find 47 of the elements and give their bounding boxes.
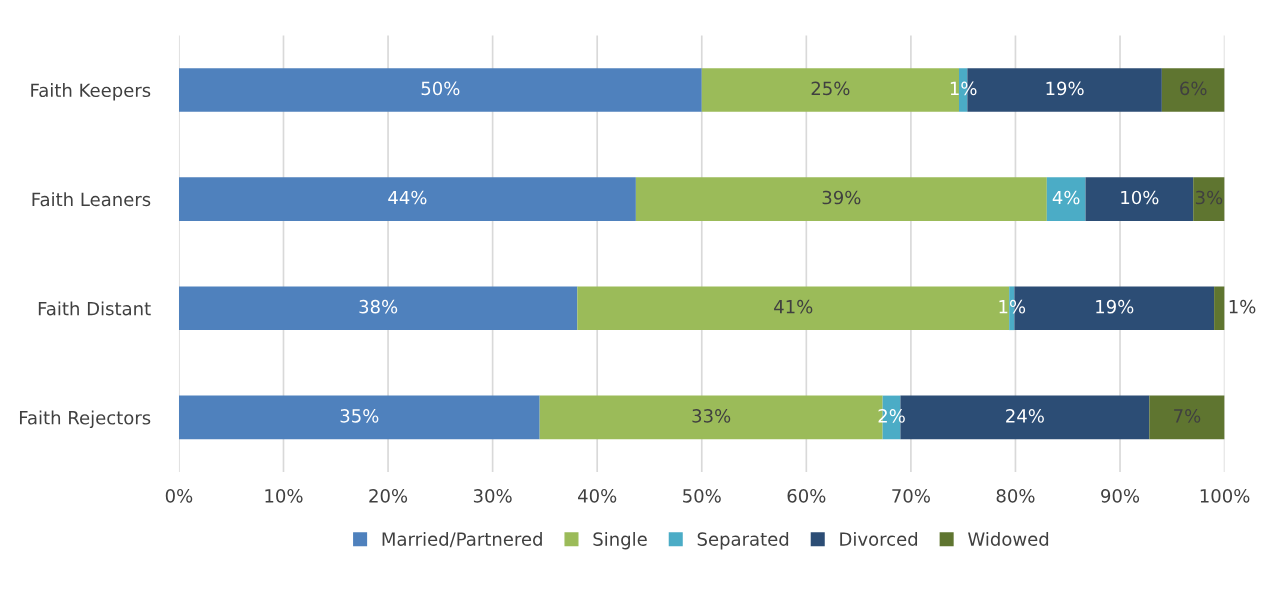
x-tick-label: 70%	[892, 488, 930, 503]
bar	[1046, 177, 1086, 221]
bar	[1149, 395, 1225, 440]
legend-label: Single	[593, 531, 647, 550]
legend-label: Separated	[697, 531, 789, 550]
data-label: 19%	[1046, 81, 1084, 96]
x-tick-label: 80%	[996, 488, 1035, 503]
data-label: 19%	[1096, 299, 1134, 314]
data-label: 24%	[1006, 409, 1044, 423]
data-label: 1%	[950, 81, 977, 96]
x-tick-label: 100%	[1200, 488, 1250, 503]
bar	[1214, 286, 1225, 331]
y-tick-label: Faith Leaners	[32, 192, 151, 207]
y-tick-label: Faith Distant	[38, 301, 151, 316]
bar	[178, 177, 636, 221]
data-label: 38%	[359, 299, 398, 314]
x-tick-label: 20%	[369, 488, 408, 503]
x-tick-label: 0%	[165, 488, 193, 503]
x-tick-label: 60%	[787, 488, 826, 503]
data-label: 44%	[388, 190, 427, 205]
legend-label: Divorced	[840, 531, 918, 546]
bar	[1161, 68, 1225, 112]
bar	[178, 286, 578, 331]
y-tick-label: Faith Keepers	[31, 83, 151, 101]
x-tick-label: 40%	[578, 488, 617, 503]
data-label: 50%	[421, 81, 460, 96]
bar	[635, 177, 1047, 221]
data-label: 25%	[811, 81, 850, 96]
legend-label: Married/Partnered	[382, 531, 542, 548]
bar	[178, 68, 702, 112]
x-tick-label: 90%	[1101, 488, 1140, 503]
data-label: 41%	[774, 299, 813, 314]
data-label: 10%	[1121, 190, 1159, 205]
bar	[1085, 177, 1194, 221]
data-label: 1%	[1229, 299, 1256, 314]
bar	[1193, 177, 1225, 221]
y-tick-label: Faith Rejectors	[19, 410, 151, 429]
x-tick-label: 10%	[265, 488, 303, 503]
legend-label: Widowed	[968, 531, 1049, 546]
data-label: 1%	[999, 299, 1026, 314]
x-tick-label: 30%	[473, 488, 512, 503]
data-label: 33%	[692, 409, 731, 423]
data-label: 39%	[822, 190, 861, 205]
x-tick-label: 50%	[683, 488, 721, 503]
data-label: 4%	[1052, 190, 1080, 205]
bar	[178, 395, 540, 440]
data-label: 35%	[340, 409, 379, 423]
